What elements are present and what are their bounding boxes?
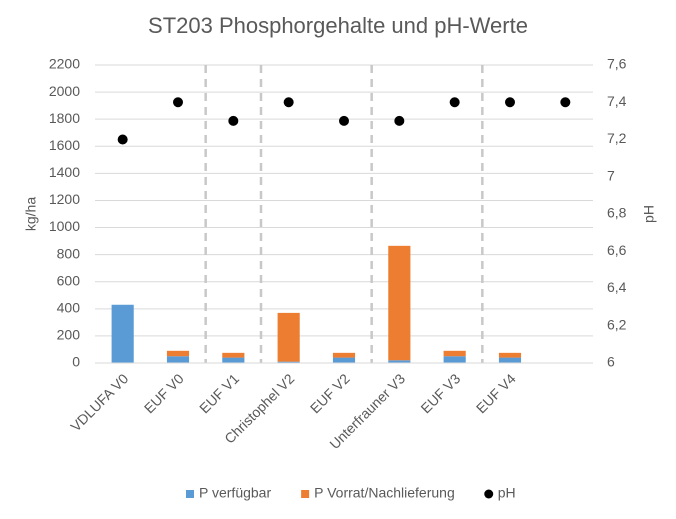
bar (277, 361, 300, 363)
y-tick-label: 200 (57, 327, 81, 343)
y-tick-label: 1200 (49, 191, 80, 207)
y2-tick-label: 6 (607, 354, 615, 370)
bar (166, 350, 190, 357)
bar (332, 352, 356, 358)
legend-label: P verfügbar (199, 485, 271, 501)
y-tick-label: 0 (72, 354, 80, 370)
legend-swatch (301, 490, 310, 498)
point (394, 115, 405, 126)
point (505, 97, 515, 108)
bar (166, 356, 190, 363)
y-tick-label: 400 (57, 300, 81, 316)
bar (443, 356, 466, 363)
y-tick-label: 1800 (49, 110, 80, 126)
bar (332, 357, 356, 363)
point (339, 115, 349, 126)
chart-title: ST203 Phosphorgehalte und pH-Werte (148, 13, 528, 38)
y-axis-label: kg/ha (23, 197, 39, 231)
point (283, 97, 294, 108)
y-tick-label: 1600 (49, 137, 80, 153)
point (173, 97, 183, 108)
y2-tick-label: 7,2 (607, 130, 627, 146)
bar (222, 352, 245, 358)
y-tick-label: 600 (57, 272, 81, 288)
y-tick-label: 2200 (49, 56, 80, 72)
point (449, 97, 460, 108)
y2-tick-label: 6,2 (607, 316, 627, 332)
y-tick-label: 1400 (49, 164, 80, 180)
y2-tick-label: 7,4 (607, 93, 627, 109)
bar (277, 312, 300, 362)
y-tick-label: 800 (57, 245, 81, 261)
y2-tick-label: 6,8 (607, 205, 627, 221)
bar (388, 245, 411, 361)
y-tick-label: 2000 (49, 83, 80, 99)
point (560, 97, 571, 108)
y2-tick-label: 6,4 (607, 279, 627, 295)
point (117, 134, 128, 145)
bar (111, 304, 134, 363)
legend-swatch (186, 490, 194, 498)
y-tick-label: 1000 (49, 218, 80, 234)
legend-marker (484, 489, 494, 499)
bar (443, 350, 466, 357)
y2-axis-label: pH (641, 205, 657, 223)
bar (388, 360, 411, 363)
y2-tick-label: 7,6 (607, 56, 627, 72)
y2-tick-label: 6,6 (607, 242, 627, 258)
bar (498, 357, 522, 363)
bar (222, 357, 245, 363)
legend-label: P Vorrat/Nachlieferung (314, 485, 455, 501)
bar (498, 352, 522, 358)
y2-tick-label: 7 (607, 167, 615, 183)
legend-label: pH (498, 485, 516, 501)
point (228, 115, 239, 126)
